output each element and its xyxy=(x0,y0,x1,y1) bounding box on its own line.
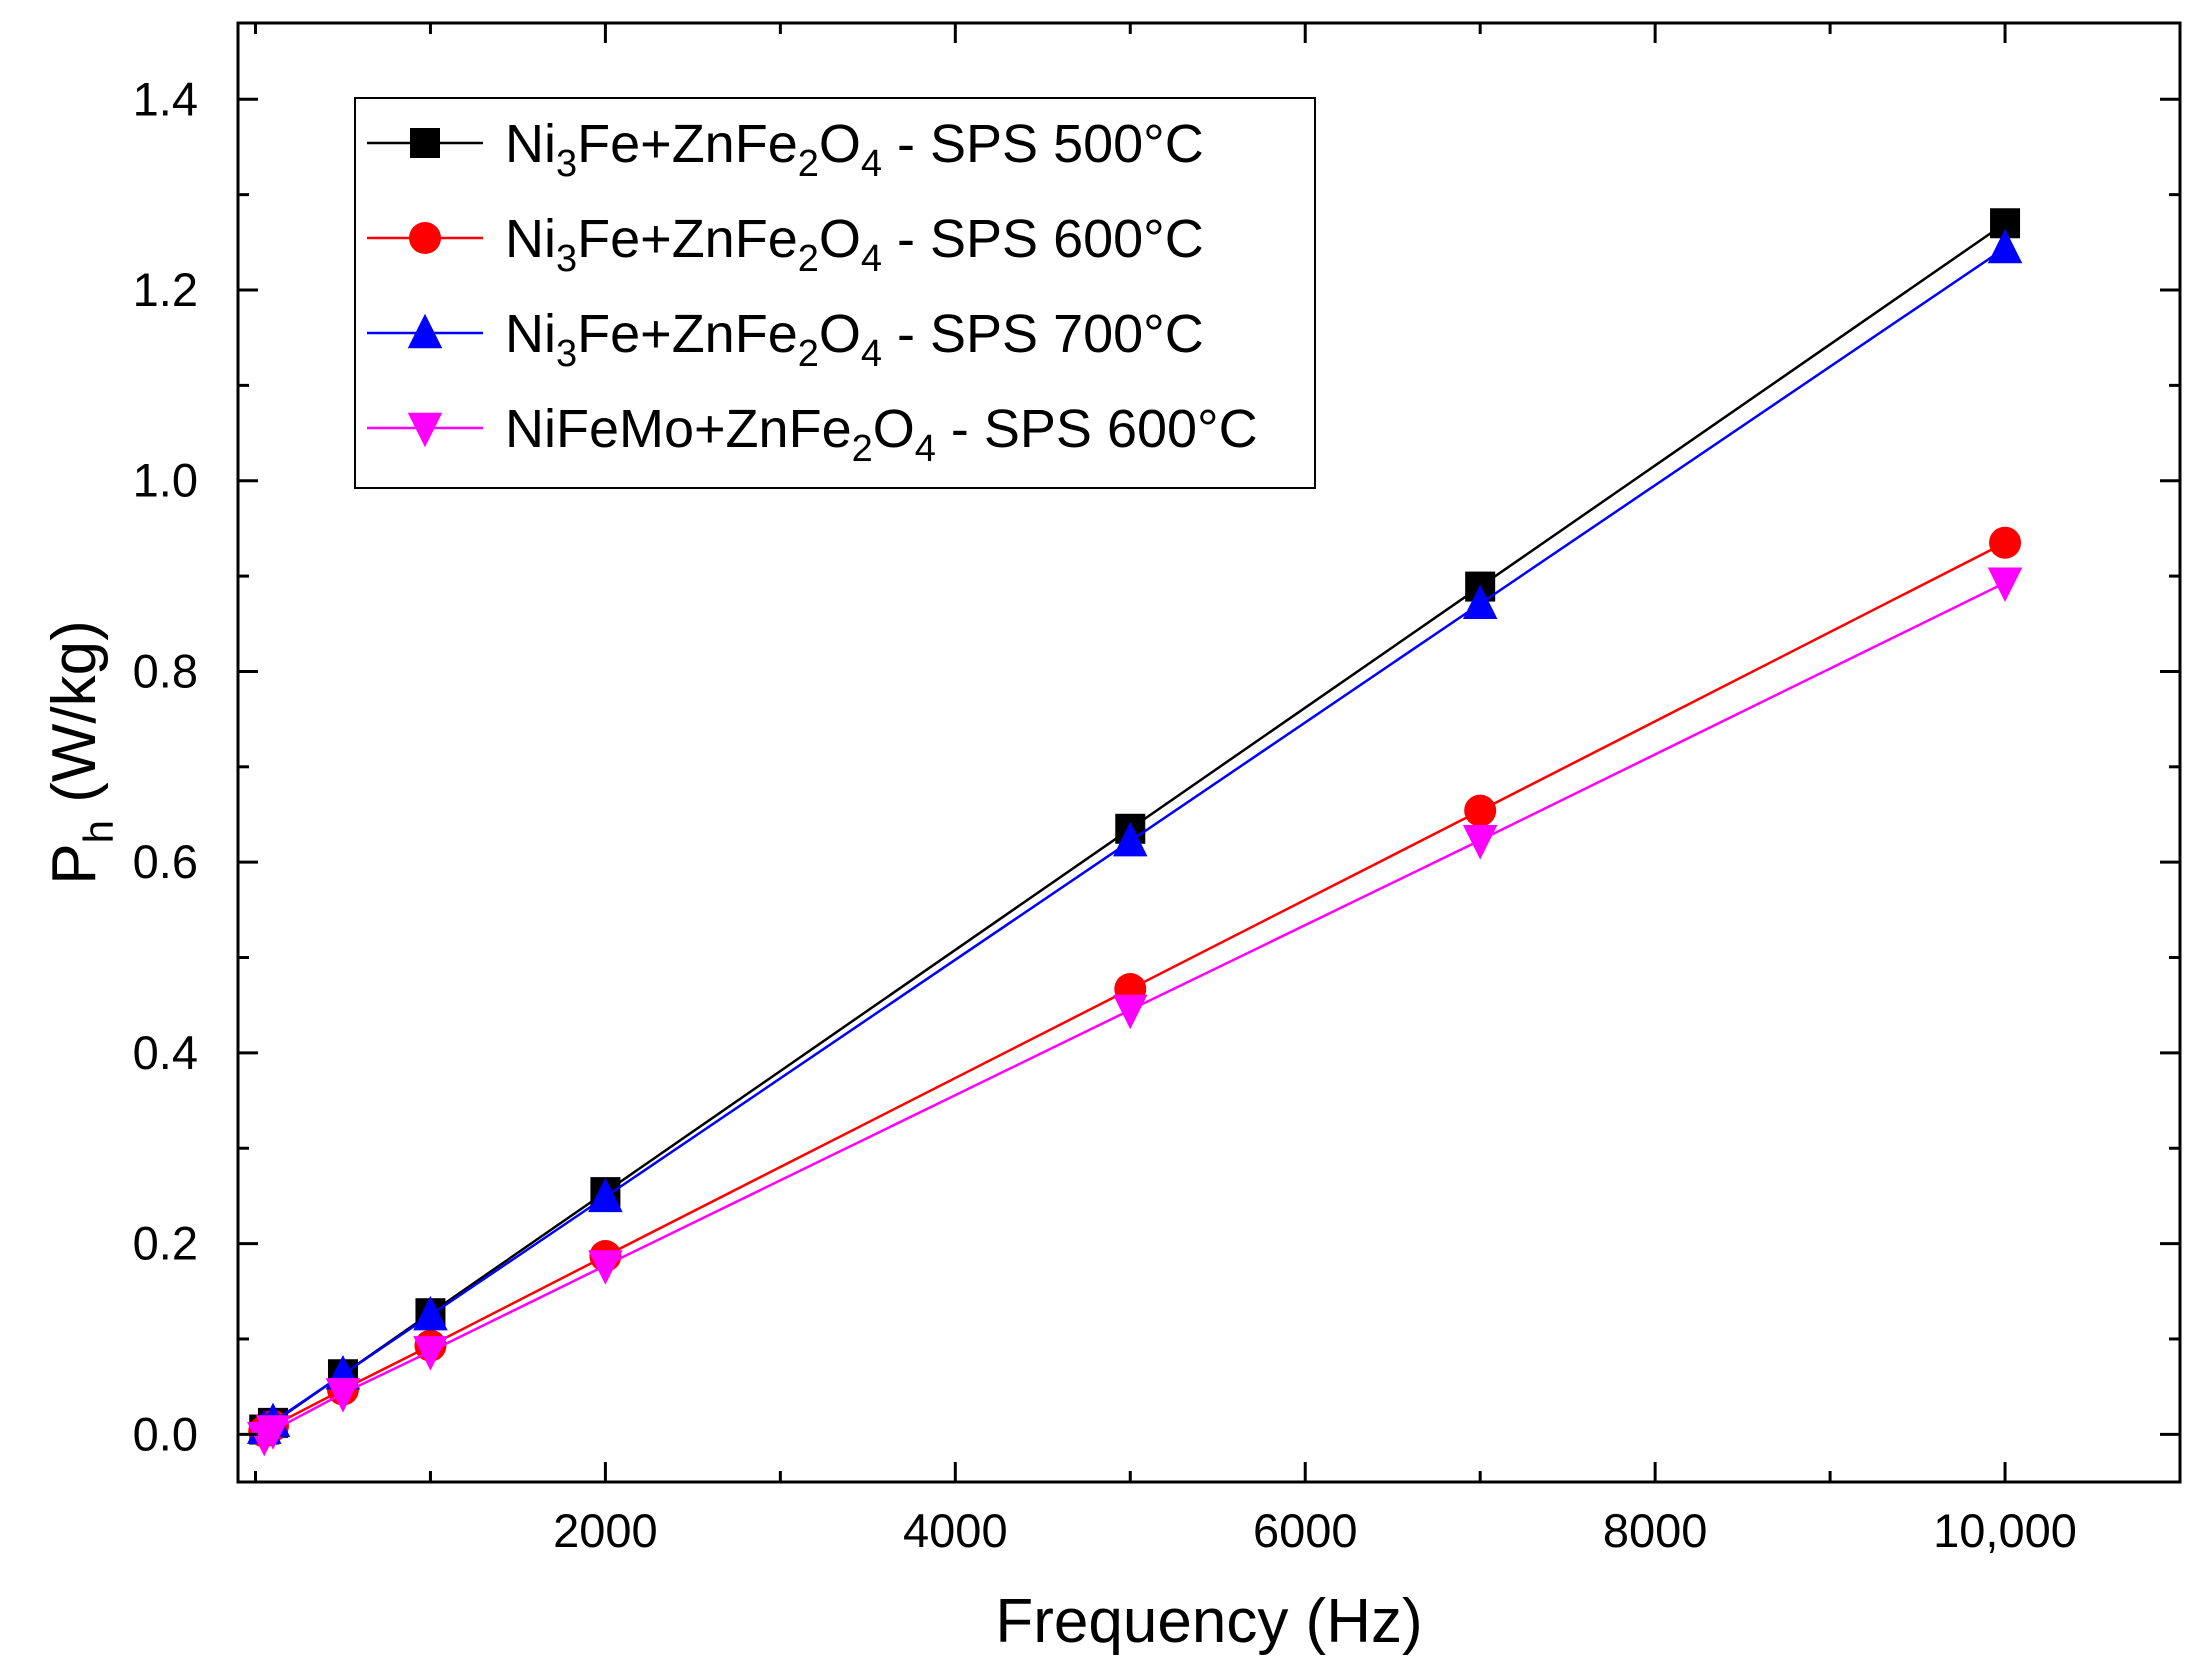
legend-label-part: - SPS 700°C xyxy=(882,304,1204,364)
legend-label-subscript: 4 xyxy=(915,428,936,470)
legend-label-subscript: 3 xyxy=(556,238,577,280)
y-tick-label: 1.4 xyxy=(133,72,198,125)
y-tick-label: 0.2 xyxy=(133,1217,198,1270)
data-point xyxy=(1462,824,1498,860)
data-point xyxy=(255,1415,291,1450)
legend-marker xyxy=(410,128,440,158)
legend-label-subscript: 3 xyxy=(556,143,577,185)
y-tick-label: 0.4 xyxy=(133,1026,198,1079)
data-point xyxy=(588,1250,623,1285)
legend-label-part: - SPS 600°C xyxy=(882,209,1204,269)
legend-label-subscript: 2 xyxy=(798,333,819,375)
y-axis-title-main: P xyxy=(40,843,109,884)
legend-label-part: NiFeMo+ZnFe xyxy=(505,399,852,459)
data-point xyxy=(413,1336,448,1371)
data-point xyxy=(1989,526,2022,559)
data-point xyxy=(1462,584,1498,619)
legend-label-subscript: 2 xyxy=(798,238,819,280)
legend-marker xyxy=(409,222,441,254)
legend-label-part: Ni xyxy=(505,304,556,364)
legend-label: Ni3Fe+ZnFe2O4 - SPS 700°C xyxy=(505,304,1204,375)
x-tick-label: 6000 xyxy=(1253,1504,1358,1557)
data-point xyxy=(325,1378,361,1413)
legend-label-part: - SPS 500°C xyxy=(882,114,1204,174)
y-tick-label: 0.0 xyxy=(133,1407,198,1460)
y-tick-label: 1.2 xyxy=(133,263,198,316)
y-tick-label: 0.8 xyxy=(133,644,198,697)
legend-label: Ni3Fe+ZnFe2O4 - SPS 600°C xyxy=(505,209,1204,280)
svg-text:Ph (W/kg): Ph (W/kg) xyxy=(40,620,122,884)
series-4 xyxy=(246,567,2023,1457)
legend-item: Ni3Fe+ZnFe2O4 - SPS 700°C xyxy=(367,304,1204,375)
legend-label-subscript: 2 xyxy=(798,143,819,185)
legend-label-part: O xyxy=(819,209,861,269)
y-axis-title-rest: (W/kg) xyxy=(40,620,109,820)
data-point xyxy=(1464,794,1497,827)
legend-label-subscript: 4 xyxy=(861,238,882,280)
series-line xyxy=(263,247,2006,1430)
x-tick-label: 8000 xyxy=(1603,1504,1708,1557)
legend-label: NiFeMo+ZnFe2O4 - SPS 600°C xyxy=(505,399,1258,470)
legend-label-part: Fe+ZnFe xyxy=(577,209,798,269)
legend-label-part: Fe+ZnFe xyxy=(577,114,798,174)
data-point xyxy=(1987,228,2023,264)
legend-label-part: Ni xyxy=(505,114,556,174)
legend-marker xyxy=(407,412,443,448)
x-tick-label: 10,000 xyxy=(1933,1504,2077,1557)
data-point xyxy=(1113,994,1148,1030)
axes-layer: 2000 4000 6000 8000 10,000 0.0 0.2 0.4 0.6 0.8 1.0… xyxy=(133,23,2182,1557)
legend-item: Ni3Fe+ZnFe2O4 - SPS 500°C xyxy=(367,114,1204,185)
y-tick-label: 0.6 xyxy=(133,835,198,888)
legend-label-part: O xyxy=(819,114,861,174)
legend-label-part: - SPS 600°C xyxy=(936,399,1258,459)
y-tick-label: 1.0 xyxy=(133,454,198,507)
plot-frame xyxy=(236,21,2182,1484)
data-point xyxy=(588,1177,623,1213)
legend-marker xyxy=(407,313,443,349)
x-tick-label: 2000 xyxy=(553,1504,658,1557)
data-point xyxy=(413,1295,448,1331)
data-point xyxy=(1987,567,2023,603)
legend-label-subscript: 2 xyxy=(852,428,873,470)
legend-label-subscript: 3 xyxy=(556,333,577,375)
legend-label-subscript: 4 xyxy=(861,143,882,185)
y-axis-title: Ph (W/kg) xyxy=(40,620,122,884)
y-axis-title-subscript: h xyxy=(75,820,122,843)
legend-label-part: Ni xyxy=(505,209,556,269)
legend-item: Ni3Fe+ZnFe2O4 - SPS 600°C xyxy=(367,209,1204,280)
x-axis-title: Frequency (Hz) xyxy=(995,1587,1422,1656)
data-point xyxy=(1113,821,1148,857)
x-tick-label: 4000 xyxy=(903,1504,1008,1557)
legend-label: Ni3Fe+ZnFe2O4 - SPS 500°C xyxy=(505,114,1204,185)
legend-box xyxy=(354,97,1316,489)
legend-item: NiFeMo+ZnFe2O4 - SPS 600°C xyxy=(367,399,1258,470)
legend-label-subscript: 4 xyxy=(861,333,882,375)
legend-label-part: Fe+ZnFe xyxy=(577,304,798,364)
legend-label-part: O xyxy=(819,304,861,364)
legend-label-part: O xyxy=(873,399,915,459)
plot-layer xyxy=(246,208,2023,1457)
